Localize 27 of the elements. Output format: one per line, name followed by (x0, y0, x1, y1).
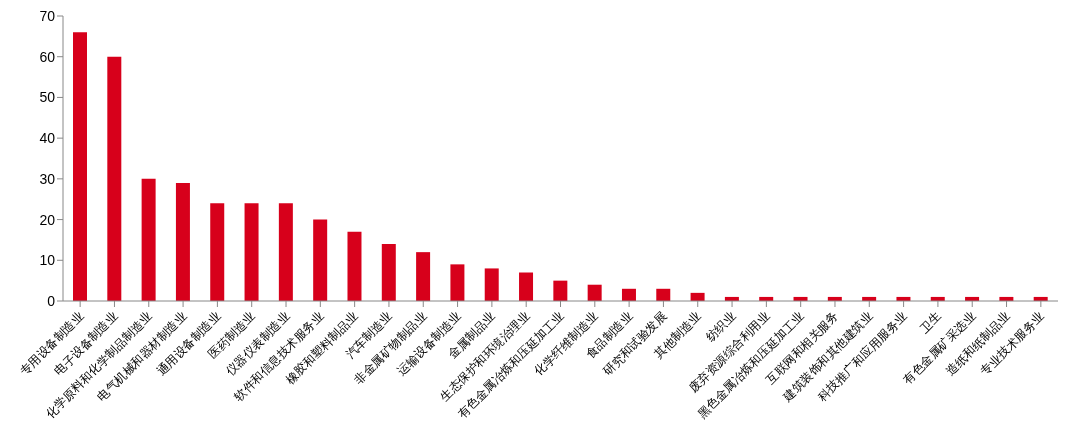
y-tick-label: 60 (39, 48, 56, 65)
bar (278, 203, 293, 301)
bar (313, 219, 328, 301)
bar (484, 268, 499, 301)
y-tick-label: 50 (39, 89, 56, 106)
bar (347, 231, 362, 301)
x-tick-label: 卫生 (917, 309, 945, 337)
bar (175, 182, 190, 301)
bar (210, 203, 225, 301)
y-tick-label: 70 (39, 7, 56, 24)
y-tick-label: 40 (39, 130, 56, 147)
y-tick-label: 0 (47, 292, 56, 309)
bar (107, 56, 122, 301)
bar (450, 264, 465, 301)
y-tick-label: 30 (39, 170, 56, 187)
y-tick-label: 10 (39, 252, 56, 269)
bar (416, 252, 431, 301)
bar (73, 32, 87, 301)
bar (381, 244, 396, 301)
bar (587, 284, 602, 301)
bar (519, 272, 534, 301)
y-tick-label: 20 (39, 211, 56, 228)
bar (244, 203, 259, 301)
bar (141, 178, 156, 301)
bar (656, 288, 671, 301)
bar (621, 288, 636, 301)
bar (553, 280, 568, 301)
